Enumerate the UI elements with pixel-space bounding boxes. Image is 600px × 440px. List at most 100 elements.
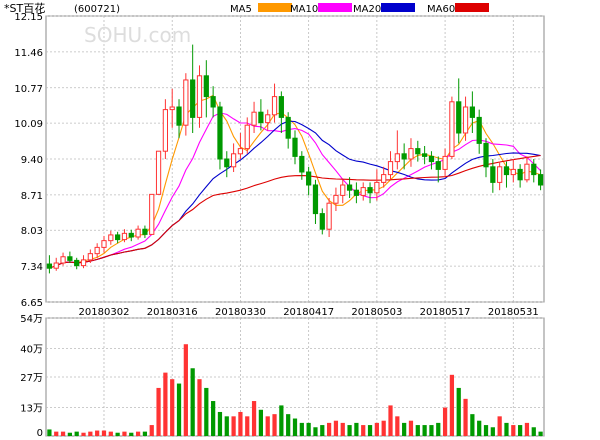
candle-body	[101, 240, 107, 248]
candle	[394, 130, 400, 170]
candle-body	[135, 228, 141, 238]
candle-body	[128, 232, 134, 238]
volume-bar	[361, 425, 366, 436]
legend-swatch-ma60	[455, 3, 489, 12]
candle-body	[115, 234, 121, 241]
candle-body	[483, 142, 489, 168]
candle-body	[224, 158, 230, 168]
volume-bar	[122, 431, 127, 436]
candle	[190, 44, 196, 133]
candle	[271, 83, 278, 123]
candle	[258, 99, 264, 131]
volume-bar	[67, 432, 72, 436]
candle	[422, 146, 428, 165]
price-y-tick-label: 6.65	[21, 298, 43, 309]
volume-bar	[299, 422, 304, 436]
volume-bar	[217, 411, 223, 436]
candle	[374, 169, 380, 201]
header-bar: *ST百花 (600721) MA5 MA10 MA20 MA60	[4, 2, 489, 15]
candle	[285, 112, 291, 149]
candle-body	[367, 187, 373, 194]
candle-body	[524, 163, 530, 181]
volume-bar	[340, 422, 345, 436]
volume-bar	[497, 416, 502, 436]
candle-body	[244, 124, 250, 150]
candle	[408, 138, 414, 167]
candle-body	[121, 232, 128, 241]
candle	[415, 140, 421, 162]
candle-body	[67, 256, 73, 261]
candle	[135, 225, 141, 240]
candle	[230, 143, 237, 172]
x-tick-label: 20180330	[215, 307, 266, 318]
volume-bar	[156, 387, 161, 436]
price-y-tick-label: 11.46	[14, 48, 43, 59]
candle	[217, 101, 223, 170]
candle-body	[155, 150, 162, 195]
volume-bar	[224, 416, 229, 436]
candle	[251, 101, 257, 133]
candle-body	[510, 168, 516, 176]
candle	[155, 150, 162, 195]
candle	[456, 78, 462, 144]
volume-bar	[456, 387, 461, 436]
candle	[183, 73, 189, 136]
volume-bar	[286, 414, 291, 436]
stock-name: *ST百花	[4, 2, 45, 15]
candle-body	[333, 194, 339, 204]
candle	[224, 151, 230, 178]
volume-bar	[135, 431, 141, 436]
volume-bar	[470, 414, 475, 436]
candle-body	[387, 161, 394, 176]
volume-bar	[402, 422, 407, 436]
candle-body	[217, 106, 223, 160]
price-panel: 12.15 11.46 10.77 10.09 9.40 8.71 8.03 7.34 6.65…	[14, 12, 545, 318]
candle-body	[497, 166, 503, 183]
candle-body	[87, 253, 93, 261]
volume-bar	[272, 414, 277, 436]
legend-swatch-ma5	[258, 3, 292, 12]
volume-y-tick-label: 54万	[20, 314, 43, 325]
candle-body	[394, 153, 400, 163]
volume-y-tick-label: 13万	[20, 404, 43, 415]
ma-line-ma60	[49, 154, 541, 269]
candle-body	[360, 187, 366, 196]
candle	[537, 169, 544, 191]
candle-body	[312, 184, 319, 215]
candle	[162, 99, 168, 159]
volume-bar	[238, 411, 243, 436]
candle	[299, 151, 305, 180]
candle	[142, 225, 148, 239]
price-y-tick-label: 7.34	[21, 262, 43, 273]
volume-bar	[292, 418, 298, 436]
candle-body	[422, 153, 428, 157]
candle-body	[401, 153, 407, 160]
volume-y-tick-label: 27万	[20, 373, 43, 384]
volume-bar	[101, 430, 107, 436]
volume-bar	[388, 405, 393, 436]
candle-body	[203, 75, 209, 98]
price-y-axis: 12.15 11.46 10.77 10.09 9.40 8.71 8.03 7.34 6.65	[14, 12, 43, 309]
candle-body	[60, 256, 66, 264]
volume-bar	[81, 432, 86, 436]
candle-body	[435, 161, 441, 170]
price-y-tick-label: 9.40	[21, 155, 43, 166]
candle-body	[258, 111, 264, 124]
candle-body	[353, 189, 360, 196]
candle-body	[183, 79, 189, 126]
candle	[108, 230, 114, 245]
candle	[115, 231, 121, 244]
candle	[265, 109, 271, 131]
candle	[67, 251, 73, 263]
volume-bar	[374, 422, 379, 436]
candle-body	[53, 262, 59, 269]
candle	[312, 179, 319, 224]
candle	[176, 99, 182, 139]
candle	[60, 252, 66, 266]
candle	[353, 182, 360, 204]
volume-bar	[108, 431, 113, 436]
volume-y-tick-label: 40万	[20, 345, 43, 356]
x-tick-label: 20180417	[283, 307, 334, 318]
candle	[442, 148, 448, 178]
